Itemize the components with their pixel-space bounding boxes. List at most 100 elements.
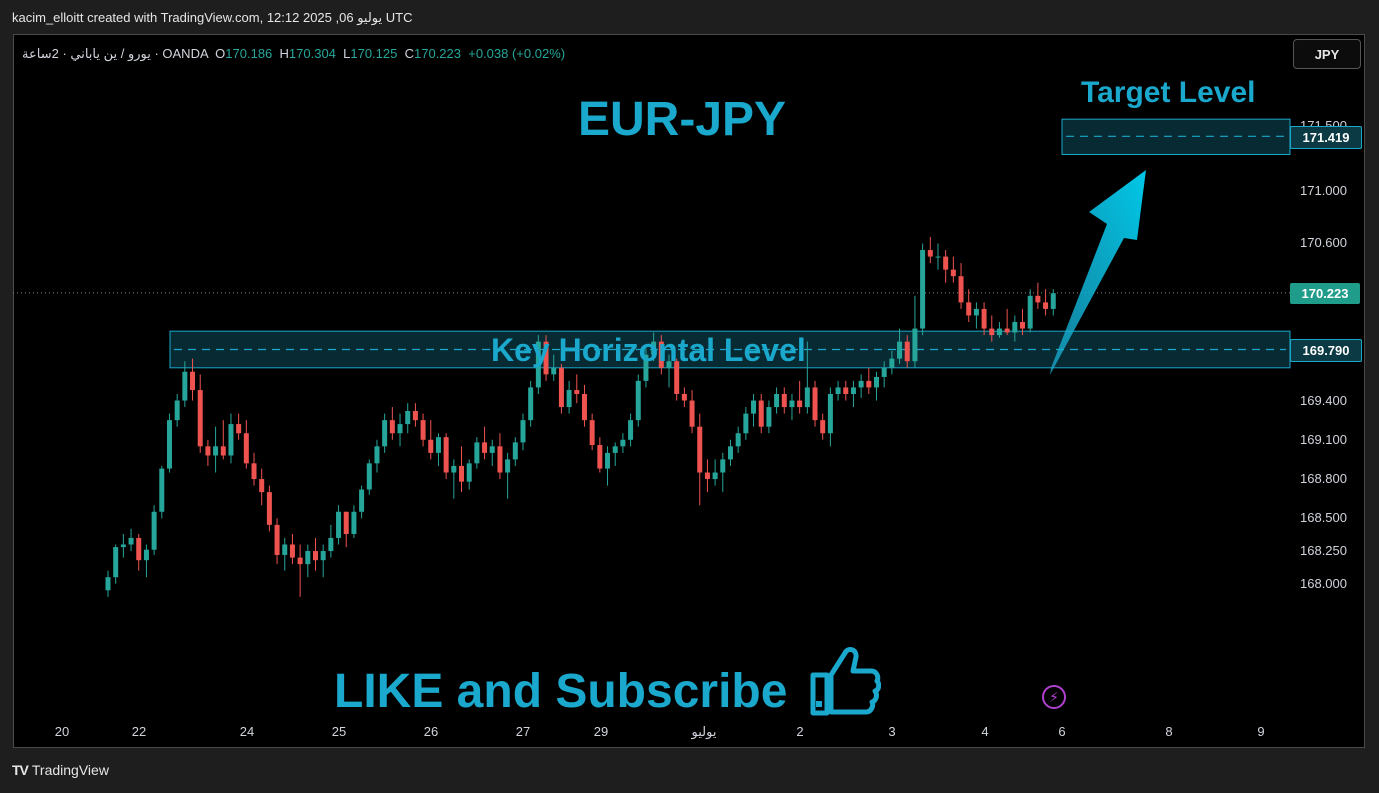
high-value: 170.304 (288, 46, 336, 61)
candle (628, 413, 634, 447)
candle (620, 433, 626, 453)
candle (297, 544, 303, 597)
candle (651, 332, 657, 362)
candle (359, 485, 365, 519)
candle (1004, 308, 1010, 336)
candle (950, 256, 956, 283)
x-tick-label: 25 (331, 724, 347, 739)
candle (282, 537, 288, 571)
price-tag-current: 170.223 (1290, 282, 1360, 304)
price-tag-target: 171.419 (1290, 126, 1362, 150)
candle (935, 243, 941, 270)
candle (666, 354, 672, 388)
candle (535, 335, 541, 394)
candle (143, 544, 149, 578)
candle (1020, 308, 1026, 336)
target-level-annotation: Target Level (1081, 76, 1256, 109)
candle (1027, 289, 1033, 333)
zones-layer (169, 118, 1291, 369)
candle (174, 393, 180, 427)
candle (397, 413, 403, 447)
candle (658, 335, 664, 375)
instrument-name[interactable]: يورو / ين ياباني · 2ساعة · OANDA (22, 46, 208, 61)
candle (558, 363, 564, 414)
key-level-annotation: Key Horizontal Level (491, 332, 806, 368)
candle (720, 452, 726, 493)
candle (243, 420, 249, 469)
candle (289, 534, 295, 565)
candle (136, 534, 142, 571)
candle (927, 236, 933, 264)
candle (405, 403, 411, 434)
candle (904, 335, 910, 368)
candle (274, 518, 280, 565)
candle (858, 374, 864, 398)
candle (543, 335, 549, 381)
candle (866, 367, 872, 394)
y-tick-label: 168.800 (1300, 471, 1347, 487)
x-tick-label: 27 (515, 724, 531, 739)
candle (474, 437, 480, 469)
y-tick-label: 171.000 (1300, 183, 1347, 199)
x-tick-label: 9 (1257, 724, 1265, 739)
tradingview-logo-icon: TV (12, 762, 29, 778)
candle (589, 413, 595, 451)
candle (897, 328, 903, 364)
candle (336, 505, 342, 545)
candle (874, 371, 879, 401)
candle (1050, 289, 1056, 316)
x-tick-label: 20 (54, 724, 70, 739)
x-tick-label: 8 (1165, 724, 1173, 739)
candle (1043, 289, 1049, 316)
tradingview-footer[interactable]: TV TradingView (12, 762, 109, 778)
price-tag-key: 169.790 (1290, 339, 1362, 363)
candle (820, 413, 826, 440)
open-value: 170.186 (225, 46, 273, 61)
high-label: H (279, 46, 289, 61)
candle (266, 485, 272, 532)
candle (605, 446, 611, 486)
candle (1035, 282, 1041, 309)
candle (213, 426, 219, 473)
candle (843, 380, 849, 401)
x-tick-label: 24 (239, 724, 255, 739)
x-tick-label: 29 (593, 724, 609, 739)
candle (958, 263, 964, 309)
candle (197, 374, 203, 453)
candle (850, 380, 856, 408)
symbol-ohlc-bar: يورو / ين ياباني · 2ساعة · OANDA O170.18… (22, 46, 565, 62)
candle (428, 420, 434, 460)
candle (182, 361, 188, 408)
candle (697, 413, 703, 506)
candles-layer (105, 236, 1056, 597)
candle (312, 537, 318, 571)
candle (1012, 315, 1018, 342)
candle (305, 544, 311, 578)
candle (351, 505, 357, 538)
candle (259, 468, 265, 506)
y-tick-label: 170.600 (1300, 235, 1347, 251)
like-subscribe-annotation: LIKE and Subscribe (334, 645, 881, 719)
candle (228, 413, 234, 464)
candle (712, 459, 718, 486)
candle (551, 354, 557, 381)
candle (236, 413, 242, 440)
currency-button[interactable]: JPY (1293, 39, 1361, 69)
candle (220, 420, 226, 460)
candle (374, 439, 380, 473)
candle (804, 341, 810, 414)
candle (190, 358, 196, 401)
candle (113, 544, 119, 584)
candle (727, 439, 733, 466)
candle (681, 387, 687, 408)
candle (966, 289, 972, 323)
candle (797, 380, 803, 414)
candle (597, 437, 603, 473)
price-chart[interactable] (13, 34, 1365, 748)
x-tick-label: 6 (1058, 724, 1066, 739)
y-tick-label: 168.250 (1300, 543, 1347, 559)
y-tick-label: 168.500 (1300, 510, 1347, 526)
lightning-icon[interactable]: ⚡ (1042, 685, 1066, 709)
candle (328, 524, 334, 558)
candle (881, 361, 887, 388)
